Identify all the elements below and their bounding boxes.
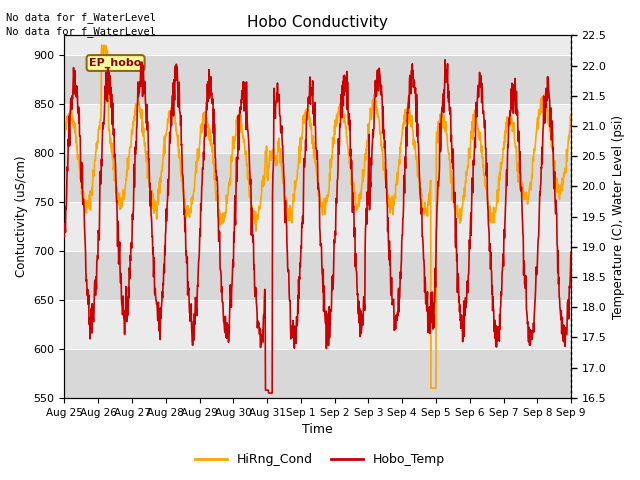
X-axis label: Time: Time bbox=[303, 423, 333, 436]
Bar bbox=[65, 251, 571, 300]
Bar bbox=[65, 202, 571, 251]
Bar bbox=[65, 300, 571, 349]
Bar bbox=[65, 153, 571, 202]
Legend: HiRng_Cond, Hobo_Temp: HiRng_Cond, Hobo_Temp bbox=[190, 448, 450, 471]
Text: EP_hobo: EP_hobo bbox=[90, 58, 142, 68]
Text: No data for f_WaterLevel: No data for f_WaterLevel bbox=[6, 12, 156, 23]
Bar bbox=[65, 55, 571, 104]
Bar bbox=[65, 104, 571, 153]
Y-axis label: Contuctivity (uS/cm): Contuctivity (uS/cm) bbox=[15, 156, 28, 277]
Y-axis label: Temperature (C), Water Level (psi): Temperature (C), Water Level (psi) bbox=[612, 115, 625, 319]
Text: No data for f_WaterLevel: No data for f_WaterLevel bbox=[6, 26, 156, 37]
Title: Hobo Conductivity: Hobo Conductivity bbox=[247, 15, 388, 30]
Bar bbox=[65, 349, 571, 398]
